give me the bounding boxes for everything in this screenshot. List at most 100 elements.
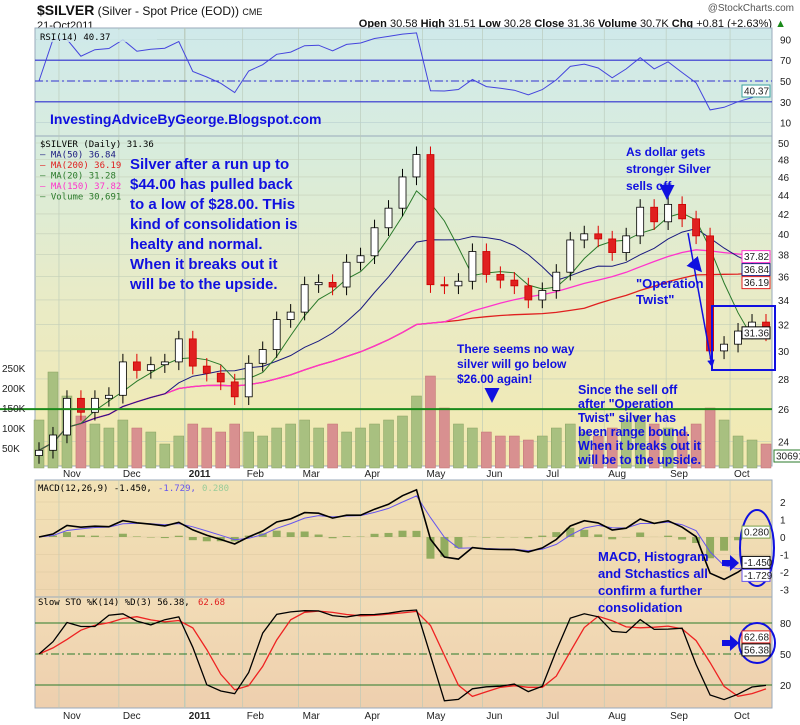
volume-bar bbox=[47, 371, 59, 469]
macd-histogram-bar bbox=[118, 533, 127, 537]
volume-bar bbox=[285, 423, 296, 469]
price-tick-label: 26 bbox=[778, 405, 790, 416]
support-note-line: silver will go below bbox=[457, 357, 567, 371]
x-tick-label-bottom: Nov bbox=[63, 711, 81, 722]
symbol: $SILVER bbox=[37, 2, 95, 18]
macd-histogram-bar bbox=[496, 537, 505, 538]
rsi-panel bbox=[34, 27, 773, 137]
candle-body bbox=[342, 261, 351, 288]
candle-body bbox=[63, 397, 71, 436]
candle-body bbox=[132, 361, 141, 371]
macd-tick-label: 1 bbox=[780, 516, 786, 527]
candle-body bbox=[692, 218, 700, 237]
macd-histogram-bar bbox=[132, 536, 141, 537]
volume-bars bbox=[33, 371, 772, 469]
x-tick-label-bottom: Mar bbox=[303, 711, 321, 722]
price-badge: 36.84 bbox=[741, 263, 771, 277]
volume-bar bbox=[634, 415, 646, 469]
indicator-note-line: MACD, Histogram bbox=[598, 549, 709, 564]
volume-bar bbox=[425, 375, 436, 469]
price-candles bbox=[35, 146, 770, 464]
macd-histogram-bar bbox=[580, 529, 589, 537]
price-legend-item: — Volume 30,691 bbox=[40, 193, 121, 203]
volume-bar bbox=[159, 443, 171, 469]
x-tick-label-mid: Feb bbox=[247, 469, 265, 480]
blog-watermark: InvestingAdviceByGeorge.Blogspot.com bbox=[50, 111, 322, 127]
sto-legend: Slow STO %K(14) %D(3) 56.38, bbox=[38, 598, 190, 608]
candle-body bbox=[636, 206, 645, 237]
open-value: 30.58 bbox=[389, 18, 418, 30]
up-triangle-icon: ▲ bbox=[775, 18, 786, 30]
volume-bar bbox=[187, 423, 199, 469]
macd-histogram-bar bbox=[412, 530, 421, 537]
x-tick-label-mid: Dec bbox=[123, 469, 141, 480]
volume-bar bbox=[565, 423, 576, 469]
volume-tick-label: 150K bbox=[2, 404, 26, 415]
candle-body bbox=[412, 154, 421, 178]
candle-body bbox=[706, 235, 714, 352]
macd-histogram-bar bbox=[440, 537, 449, 557]
volume-tick-label: 250K bbox=[2, 364, 26, 375]
candle-body bbox=[608, 238, 617, 253]
macd-histogram-bar bbox=[342, 536, 351, 537]
price-badge: 37.82 bbox=[741, 250, 771, 264]
macd-histogram-bar bbox=[90, 535, 99, 537]
exchange: CME bbox=[242, 7, 263, 17]
indicator-note-line: and Stchastics all bbox=[598, 566, 708, 581]
volume-bar bbox=[327, 423, 338, 469]
price-tick-label: 36 bbox=[778, 273, 790, 284]
x-tick-label-bottom: Aug bbox=[608, 711, 626, 722]
macd-histogram-bar bbox=[734, 537, 743, 541]
volume-bar bbox=[662, 427, 674, 469]
x-tick-label-mid: Apr bbox=[365, 469, 381, 480]
candle-body bbox=[202, 365, 211, 374]
main-note-line: $44.00 has pulled back bbox=[130, 176, 293, 193]
macd-histogram-bar bbox=[664, 535, 673, 537]
open-label: Open bbox=[358, 18, 387, 30]
main-note-line: will be to the upside. bbox=[129, 276, 278, 293]
svg-text:-1.450: -1.450 bbox=[744, 558, 773, 569]
macd-histogram-bar bbox=[482, 537, 491, 538]
volume-bar bbox=[173, 435, 185, 469]
candle-body bbox=[482, 251, 491, 275]
sto-tick-label: 80 bbox=[780, 619, 792, 630]
high-label: High bbox=[420, 18, 446, 30]
volume-bar bbox=[690, 423, 702, 469]
range-note-line: Since the sell off bbox=[578, 383, 678, 397]
svg-text:-1.729: -1.729 bbox=[744, 571, 773, 582]
volume-bar bbox=[732, 435, 744, 469]
macd-histogram-bar bbox=[524, 537, 533, 539]
candle-body bbox=[384, 207, 393, 229]
range-note-line: will be to the upside. bbox=[577, 453, 701, 467]
volume-bar bbox=[746, 439, 758, 469]
svg-text:62.68: 62.68 bbox=[744, 632, 769, 643]
candle-body bbox=[594, 233, 603, 240]
price-tick-label: 50 bbox=[778, 139, 790, 150]
main-note-line: kind of consolidation is bbox=[130, 216, 298, 233]
volume-badge: 30691 bbox=[773, 449, 800, 463]
macd-histogram-bar bbox=[594, 534, 603, 537]
volume-bar bbox=[704, 407, 716, 469]
volume-bar bbox=[453, 423, 464, 469]
x-tick-label-bottom: Dec bbox=[123, 711, 141, 722]
macd-histogram-bar bbox=[188, 537, 197, 541]
volume-bar bbox=[579, 431, 590, 469]
price-legend-item: — MA(20) 31.28 bbox=[40, 172, 116, 182]
volume-bar bbox=[131, 427, 143, 469]
candle-body bbox=[77, 397, 85, 413]
volume-bar bbox=[439, 407, 450, 469]
main-note-line: to a low of $28.00. THis bbox=[130, 196, 295, 213]
macd-histogram-bar bbox=[566, 527, 575, 537]
candle-body bbox=[314, 281, 323, 286]
candle-body bbox=[650, 206, 659, 223]
macd-histogram-bar bbox=[76, 535, 85, 537]
volume-bar bbox=[397, 415, 408, 469]
x-tick-label-bottom: Jun bbox=[486, 711, 502, 722]
volume-bar bbox=[760, 443, 772, 469]
rsi-badge: 40.37 bbox=[741, 84, 771, 98]
x-tick-label-bottom: Oct bbox=[734, 711, 750, 722]
dollar-note-line: sells off bbox=[626, 179, 672, 193]
candle-body bbox=[146, 364, 155, 371]
macd-histogram-bar bbox=[314, 534, 323, 537]
candle-body bbox=[664, 203, 673, 223]
